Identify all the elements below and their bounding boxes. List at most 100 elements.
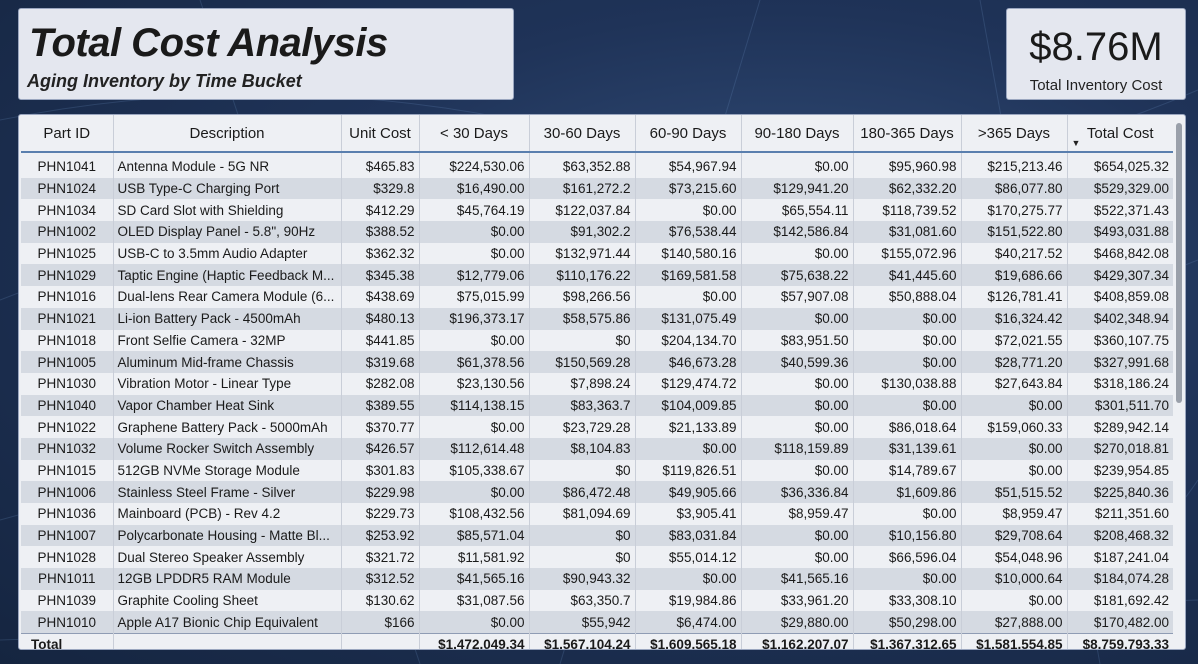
cell-180-365-days: $31,139.61 — [852, 437, 961, 460]
cell-180-365-days: $155,072.96 — [852, 242, 961, 265]
cell-30-60-days: $0 — [528, 459, 635, 482]
table-row[interactable]: PHN1030 Vibration Motor - Linear Type $282… — [21, 372, 1173, 395]
cell-part-id: PHN1039 — [21, 589, 113, 612]
cell-description: Polycarbonate Housing - Matte Bl... — [112, 524, 341, 547]
table-row[interactable]: PHN1010 Apple A17 Bionic Chip Equivalent $… — [21, 611, 1173, 634]
cell-part-id: PHN1021 — [21, 307, 113, 330]
inventory-aging-table[interactable]: Part ID Description Unit Cost < 30 Days … — [18, 114, 1186, 650]
cell-60-90-days: $49,905.66 — [634, 481, 741, 503]
title-card: Total Cost Analysis Aging Inventory by T… — [18, 8, 514, 100]
cell-part-id: PHN1015 — [21, 459, 113, 482]
cell-under-30-days: $85,571.04 — [418, 524, 529, 547]
cell-180-365-days: $50,888.04 — [852, 286, 961, 308]
table-row[interactable]: PHN1005 Aluminum Mid-frame Chassis $319.68… — [21, 351, 1173, 373]
cell-30-60-days: $83,363.7 — [528, 394, 635, 417]
table-row[interactable]: PHN1015 512GB NVMe Storage Module $301.83 $… — [21, 459, 1173, 482]
column-header-90-180-days[interactable]: 90-180 Days — [740, 115, 853, 153]
column-header-total-cost[interactable]: Total Cost ▼ — [1066, 115, 1173, 153]
column-header-60-90-days[interactable]: 60-90 Days — [634, 115, 741, 153]
column-header-unit-cost[interactable]: Unit Cost — [340, 115, 419, 153]
table-row[interactable]: PHN1040 Vapor Chamber Heat Sink $389.55 $11… — [21, 394, 1173, 417]
cell-30-60-days: $58,575.86 — [528, 307, 635, 330]
cell-180-365-days: $0.00 — [852, 351, 961, 373]
cell-total-cost: $327,991.68 — [1066, 351, 1173, 373]
sort-descending-icon[interactable]: ▼ — [1071, 138, 1081, 148]
total-60-90-days: $1,609,565.18 — [634, 633, 741, 649]
cell-60-90-days: $129,474.72 — [634, 372, 741, 395]
table-row[interactable]: PHN1006 Stainless Steel Frame - Silver $22… — [21, 481, 1173, 503]
cell-30-60-days: $0 — [528, 524, 635, 547]
kpi-card-total-inventory-cost[interactable]: $8.76M Total Inventory Cost — [1006, 8, 1186, 100]
table-row[interactable]: PHN1029 Taptic Engine (Haptic Feedback M.… — [21, 264, 1173, 287]
cell-under-30-days: $23,130.56 — [418, 372, 529, 395]
cell-90-180-days: $129,941.20 — [740, 177, 853, 200]
cell-60-90-days: $131,075.49 — [634, 307, 741, 330]
cell-total-cost: $529,329.00 — [1066, 177, 1173, 200]
cell-unit-cost: $362.32 — [340, 242, 419, 265]
table-row[interactable]: PHN1024 USB Type-C Charging Port $329.8 $16… — [21, 177, 1173, 200]
cell-unit-cost: $166 — [340, 611, 419, 634]
cell-under-30-days: $114,138.15 — [418, 394, 529, 417]
cell-unit-cost: $319.68 — [340, 351, 419, 373]
cell-unit-cost: $426.57 — [340, 437, 419, 460]
cell-under-30-days: $75,015.99 — [418, 286, 529, 308]
cell-description: Stainless Steel Frame - Silver — [112, 481, 341, 503]
cell-60-90-days: $0.00 — [634, 437, 741, 460]
total-90-180-days: $1,162,207.07 — [740, 633, 853, 649]
table-row[interactable]: PHN1034 SD Card Slot with Shielding $412.2… — [21, 199, 1173, 222]
cell-180-365-days: $0.00 — [852, 503, 961, 525]
cell-part-id: PHN1041 — [21, 152, 113, 178]
table-row[interactable]: PHN1022 Graphene Battery Pack - 5000mAh $3… — [21, 416, 1173, 438]
table-row[interactable]: PHN1002 OLED Display Panel - 5.8", 90Hz $3… — [21, 221, 1173, 243]
cell-60-90-days: $0.00 — [634, 568, 741, 590]
column-header-30-60-days[interactable]: 30-60 Days — [528, 115, 635, 153]
cell-part-id: PHN1011 — [21, 568, 113, 590]
table-row[interactable]: PHN1039 Graphite Cooling Sheet $130.62 $31,… — [21, 589, 1173, 612]
column-header-over-365-days[interactable]: >365 Days — [960, 115, 1067, 153]
cell-over-365-days: $10,000.64 — [960, 568, 1067, 590]
table-row[interactable]: PHN1011 12GB LPDDR5 RAM Module $312.52 $41,… — [21, 568, 1173, 590]
column-header-part-id[interactable]: Part ID — [21, 115, 113, 153]
cell-60-90-days: $55,014.12 — [634, 546, 741, 569]
table-row[interactable]: PHN1028 Dual Stereo Speaker Assembly $321.… — [21, 546, 1173, 569]
table-row[interactable]: PHN1032 Volume Rocker Switch Assembly $426… — [21, 437, 1173, 460]
cell-180-365-days: $41,445.60 — [852, 264, 961, 287]
table-row[interactable]: PHN1016 Dual-lens Rear Camera Module (6..… — [21, 286, 1173, 308]
table-row[interactable]: PHN1007 Polycarbonate Housing - Matte Bl.… — [21, 524, 1173, 547]
vertical-scrollbar[interactable] — [1176, 123, 1182, 403]
cell-90-180-days: $41,565.16 — [740, 568, 853, 590]
cell-description: USB-C to 3.5mm Audio Adapter — [112, 242, 341, 265]
column-header-180-365-days[interactable]: 180-365 Days — [852, 115, 961, 153]
cell-over-365-days: $86,077.80 — [960, 177, 1067, 200]
cell-under-30-days: $0.00 — [418, 611, 529, 634]
cell-under-30-days: $0.00 — [418, 481, 529, 503]
column-header-under-30-days[interactable]: < 30 Days — [418, 115, 529, 153]
cell-over-365-days: $0.00 — [960, 459, 1067, 482]
cell-180-365-days: $50,298.00 — [852, 611, 961, 634]
cell-30-60-days: $8,104.83 — [528, 437, 635, 460]
table-row[interactable]: PHN1018 Front Selfie Camera - 32MP $441.85… — [21, 329, 1173, 352]
table-row[interactable]: PHN1041 Antenna Module - 5G NR $465.83 $224… — [21, 152, 1173, 178]
cell-180-365-days: $1,609.86 — [852, 481, 961, 503]
cell-over-365-days: $28,771.20 — [960, 351, 1067, 373]
cell-total-cost: $408,859.08 — [1066, 286, 1173, 308]
cell-description: Vapor Chamber Heat Sink — [112, 394, 341, 417]
cell-over-365-days: $0.00 — [960, 394, 1067, 417]
cell-description: Li-ion Battery Pack - 4500mAh — [112, 307, 341, 330]
total-under-30-days: $1,472,049.34 — [418, 633, 529, 649]
table-row[interactable]: PHN1025 USB-C to 3.5mm Audio Adapter $362.… — [21, 242, 1173, 265]
table-row[interactable]: PHN1036 Mainboard (PCB) - Rev 4.2 $229.73 $… — [21, 503, 1173, 525]
total-total-cost: $8,759,793.33 — [1066, 633, 1173, 649]
column-header-description[interactable]: Description — [112, 115, 341, 153]
cell-under-30-days: $112,614.48 — [418, 437, 529, 460]
cell-unit-cost: $370.77 — [340, 416, 419, 438]
table-row[interactable]: PHN1021 Li-ion Battery Pack - 4500mAh $480… — [21, 307, 1173, 330]
cell-60-90-days: $76,538.44 — [634, 221, 741, 243]
cell-unit-cost: $321.72 — [340, 546, 419, 569]
cell-part-id: PHN1010 — [21, 611, 113, 634]
total-description — [112, 633, 341, 649]
cell-180-365-days: $62,332.20 — [852, 177, 961, 200]
cell-30-60-days: $0 — [528, 329, 635, 352]
cell-unit-cost: $229.73 — [340, 503, 419, 525]
cell-total-cost: $402,348.94 — [1066, 307, 1173, 330]
